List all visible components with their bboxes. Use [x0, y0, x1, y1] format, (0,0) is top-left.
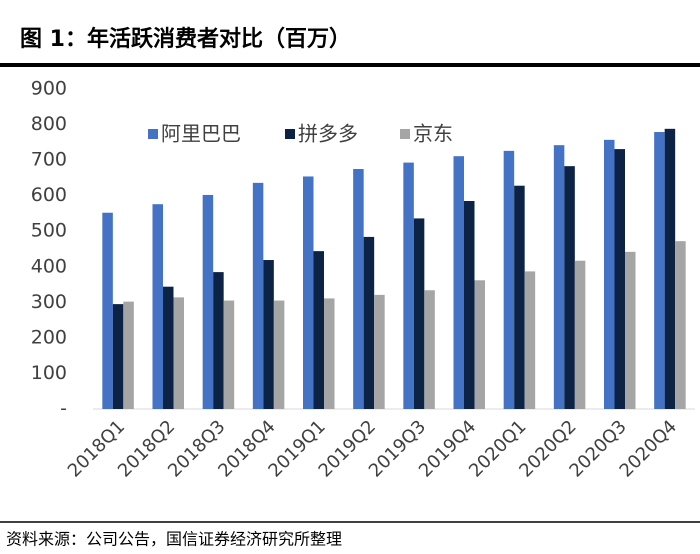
- bar: [403, 162, 414, 409]
- bar: [123, 301, 134, 409]
- legend-swatch: [400, 129, 410, 139]
- y-tick-label: 900: [31, 78, 67, 100]
- bar: [574, 260, 586, 409]
- bar: [453, 156, 464, 409]
- bar: [614, 149, 625, 410]
- bar: [273, 300, 285, 409]
- y-tick-label: 200: [31, 326, 67, 348]
- y-tick-label: 500: [31, 220, 67, 242]
- legend-swatch: [285, 129, 295, 139]
- bar: [252, 182, 264, 409]
- bar: [424, 290, 435, 409]
- bar: [353, 169, 364, 409]
- bar: [464, 201, 475, 409]
- bar: [263, 260, 274, 409]
- bar: [524, 271, 536, 409]
- bar: [514, 185, 525, 409]
- bar: [163, 286, 174, 409]
- legend-swatch: [148, 129, 158, 139]
- bar: [202, 194, 214, 409]
- bar: [413, 218, 425, 409]
- bar: [503, 150, 515, 409]
- chart-title: 图 1：年活跃消费者对比（百万）: [20, 26, 351, 52]
- legend-label: 拼多多: [298, 122, 358, 146]
- y-tick-label: 300: [31, 291, 67, 313]
- title-rule: [0, 63, 700, 67]
- bar: [363, 236, 375, 409]
- bar: [223, 300, 235, 409]
- bar: [213, 272, 224, 409]
- bar: [664, 128, 676, 410]
- bar: [625, 251, 636, 409]
- bar: [313, 251, 324, 409]
- bar: [564, 166, 575, 409]
- bar: [474, 280, 485, 409]
- y-tick-label: -: [60, 398, 67, 420]
- source-note: 资料来源：公司公告，国信证券经济研究所整理: [6, 530, 342, 549]
- bar: [553, 145, 565, 409]
- bar: [324, 298, 335, 409]
- bar: [675, 241, 686, 409]
- bar: [303, 176, 314, 409]
- legend-label: 京东: [413, 122, 453, 146]
- bar: [102, 212, 113, 409]
- bar: [654, 132, 665, 409]
- y-tick-label: 600: [31, 184, 67, 206]
- bar: [152, 204, 163, 409]
- bar: [173, 297, 184, 409]
- legend-label: 阿里巴巴: [161, 122, 241, 146]
- y-tick-label: 100: [31, 362, 67, 384]
- bar: [604, 139, 615, 409]
- y-tick-label: 400: [31, 255, 67, 277]
- y-tick-label: 700: [31, 149, 67, 171]
- bar: [374, 294, 385, 409]
- bar: [112, 304, 124, 409]
- y-tick-label: 800: [31, 113, 67, 135]
